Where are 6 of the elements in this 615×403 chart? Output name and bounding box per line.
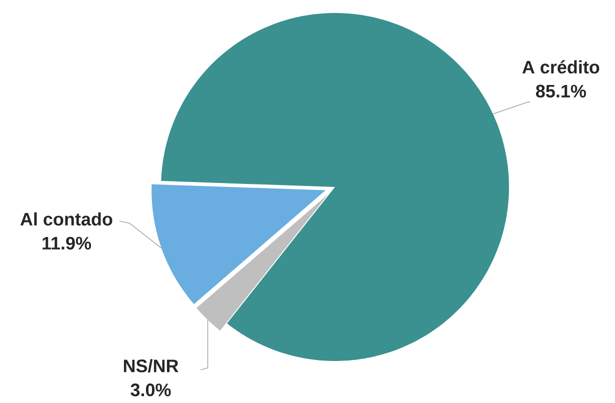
data-label: 85.1% bbox=[536, 84, 586, 98]
slice-label: A crédito bbox=[522, 60, 600, 74]
data-label: 3.0% bbox=[130, 384, 171, 396]
slice-label: Al contado bbox=[20, 212, 112, 226]
data-label: 11.9% bbox=[42, 236, 92, 250]
slice-label: NS/NR bbox=[124, 359, 178, 372]
